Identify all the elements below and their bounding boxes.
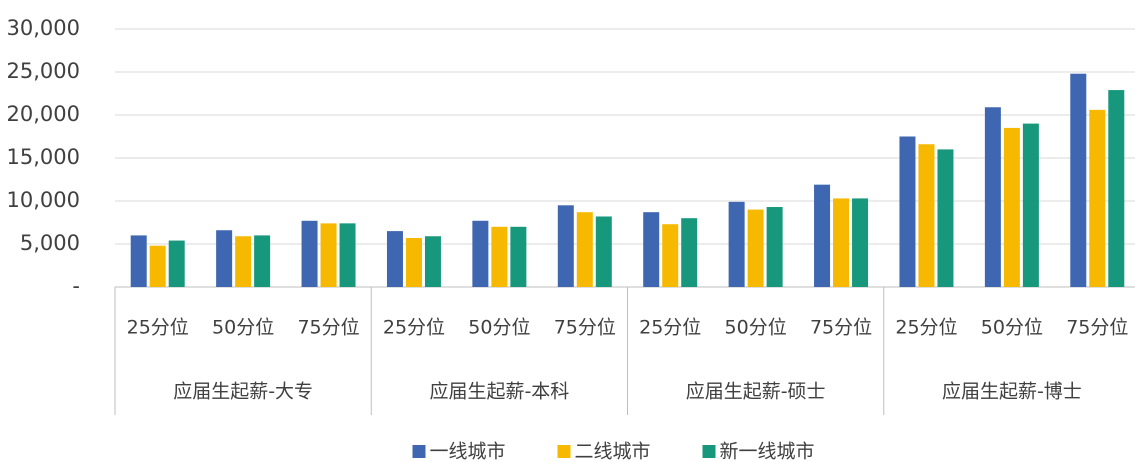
bar bbox=[424, 236, 441, 287]
y-tick-label: - bbox=[72, 274, 80, 298]
x-tick-label: 50分位 bbox=[468, 317, 530, 339]
bar bbox=[595, 216, 612, 287]
bar bbox=[168, 240, 185, 287]
bar bbox=[918, 144, 935, 287]
bar bbox=[1022, 123, 1039, 287]
x-tick-label: 50分位 bbox=[725, 317, 787, 339]
group-label: 应届生起薪-大专 bbox=[173, 381, 313, 403]
bar bbox=[1070, 73, 1087, 287]
x-tick-label: 50分位 bbox=[981, 317, 1043, 339]
bar bbox=[852, 198, 869, 287]
x-tick-label: 25分位 bbox=[127, 317, 189, 339]
y-tick-label: 20,000 bbox=[7, 102, 80, 126]
bar bbox=[130, 235, 147, 287]
bar bbox=[747, 209, 764, 287]
bar bbox=[216, 230, 233, 287]
x-tick-label: 75分位 bbox=[810, 317, 872, 339]
legend-swatch bbox=[412, 445, 426, 458]
bar bbox=[386, 231, 403, 287]
legend-label: 新一线城市 bbox=[720, 441, 815, 462]
bar bbox=[254, 235, 271, 287]
y-tick-label: 15,000 bbox=[7, 145, 80, 169]
y-tick-label: 5,000 bbox=[20, 231, 80, 255]
x-tick-label: 75分位 bbox=[297, 317, 359, 339]
group-label: 应届生起薪-本科 bbox=[429, 381, 569, 403]
bar bbox=[766, 207, 783, 287]
bar bbox=[643, 212, 660, 287]
bar bbox=[320, 223, 337, 287]
legend-swatch bbox=[557, 445, 571, 458]
legend-label: 二线城市 bbox=[575, 441, 651, 462]
bar bbox=[681, 218, 698, 287]
bar bbox=[557, 205, 574, 287]
bar bbox=[1108, 90, 1125, 287]
bar bbox=[510, 226, 527, 287]
y-tick-label: 25,000 bbox=[7, 59, 80, 83]
x-tick-label: 25分位 bbox=[383, 317, 445, 339]
bar bbox=[405, 237, 422, 287]
bar bbox=[1003, 127, 1020, 288]
y-tick-label: 10,000 bbox=[7, 188, 80, 212]
bar bbox=[833, 198, 850, 287]
bar bbox=[984, 107, 1001, 287]
bar bbox=[814, 184, 831, 287]
legend-label: 一线城市 bbox=[430, 441, 506, 462]
legend-swatch bbox=[702, 445, 716, 458]
x-tick-label: 75分位 bbox=[554, 317, 616, 339]
bar bbox=[728, 201, 745, 287]
group-label: 应届生起薪-博士 bbox=[942, 381, 1082, 403]
bar bbox=[301, 220, 318, 287]
bar bbox=[339, 223, 356, 287]
y-tick-label: 30,000 bbox=[7, 16, 80, 40]
bar bbox=[899, 136, 916, 287]
x-tick-label: 25分位 bbox=[639, 317, 701, 339]
bar bbox=[576, 212, 593, 287]
bar bbox=[149, 245, 166, 287]
group-label: 应届生起薪-硕士 bbox=[686, 381, 826, 403]
x-tick-label: 75分位 bbox=[1066, 317, 1128, 339]
bar bbox=[235, 236, 252, 287]
bar bbox=[472, 220, 489, 287]
bar bbox=[937, 149, 954, 287]
bar bbox=[1089, 109, 1106, 287]
bar bbox=[491, 226, 508, 287]
x-tick-label: 25分位 bbox=[895, 317, 957, 339]
x-tick-label: 50分位 bbox=[212, 317, 274, 339]
bar bbox=[662, 224, 679, 287]
